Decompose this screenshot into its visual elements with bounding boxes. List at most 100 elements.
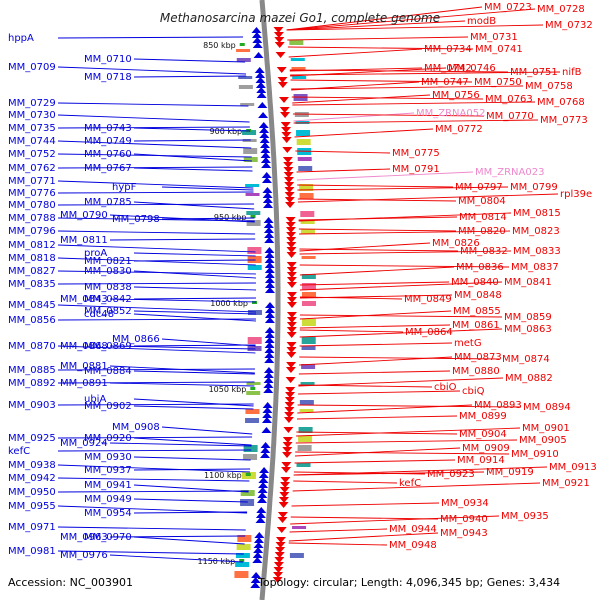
genome-summary: Topology: circular; Length: 4,096,345 bp… xyxy=(257,576,560,589)
gene-label: MM_0785 xyxy=(84,197,132,208)
reverse-gene-arrow xyxy=(258,122,269,128)
gene-label: MM_0949 xyxy=(84,494,132,505)
gene-label: MM_0818 xyxy=(8,253,56,264)
label-leader xyxy=(296,168,391,173)
label-leader xyxy=(133,286,256,291)
forward-gene-arrow xyxy=(278,502,289,508)
feature-band xyxy=(237,535,252,542)
forward-gene-arrow xyxy=(286,242,297,248)
feature-band xyxy=(289,553,304,558)
gene-label: MM_0752 xyxy=(8,149,56,160)
label-leader xyxy=(57,244,256,253)
label-leader xyxy=(291,85,524,90)
gene-label: MM_0905 xyxy=(519,435,567,446)
label-leader xyxy=(57,36,244,39)
gene-label: MM_0823 xyxy=(512,226,560,237)
label-leader xyxy=(297,193,559,203)
scale-tick-label: 950 kbp xyxy=(214,213,247,222)
label-leader xyxy=(294,447,461,457)
gene-label: MM_0908 xyxy=(112,422,160,433)
forward-gene-arrow xyxy=(280,477,291,483)
forward-gene-arrow xyxy=(285,387,296,393)
forward-gene-arrow xyxy=(281,132,292,138)
label-leader xyxy=(57,526,246,531)
forward-gene-arrow xyxy=(284,407,295,413)
reverse-gene-arrow xyxy=(264,237,275,243)
gene-label: MM_0950 xyxy=(8,487,56,498)
label-leader xyxy=(299,310,452,320)
gene-label: MM_0790 xyxy=(60,210,108,221)
reverse-gene-arrow xyxy=(260,157,271,163)
gene-label: MM_0902 xyxy=(84,401,132,412)
label-leader xyxy=(299,324,451,329)
forward-gene-arrow xyxy=(286,327,297,333)
label-leader xyxy=(57,102,249,107)
gene-label: MM_0826 xyxy=(432,238,480,249)
reverse-gene-arrow xyxy=(264,357,275,363)
feature-band xyxy=(290,58,305,61)
forward-gene-arrow xyxy=(286,232,297,238)
gene-label: MM_0852 xyxy=(84,306,132,317)
reverse-gene-arrow xyxy=(258,482,269,488)
gene-label: MM_0741 xyxy=(475,44,523,55)
forward-gene-arrow xyxy=(279,107,290,113)
reverse-gene-arrow xyxy=(259,127,270,133)
reverse-gene-arrow xyxy=(264,282,275,288)
label-leader xyxy=(298,228,457,232)
forward-gene-arrow xyxy=(286,362,297,368)
gene-label: MM_0796 xyxy=(8,226,56,237)
label-leader xyxy=(295,439,518,444)
forward-gene-arrow xyxy=(283,177,294,183)
label-leader xyxy=(57,381,255,384)
gene-label: MM_0835 xyxy=(8,279,56,290)
label-leader xyxy=(57,66,247,75)
reverse-gene-arrow xyxy=(262,407,273,413)
reverse-gene-arrow xyxy=(257,102,268,108)
label-leader xyxy=(57,166,253,169)
reverse-gene-arrow xyxy=(260,447,271,453)
reverse-gene-arrow xyxy=(264,267,275,273)
feature-band xyxy=(300,220,315,224)
gene-label: MM_0845 xyxy=(8,300,56,311)
label-leader xyxy=(299,294,453,299)
reverse-gene-arrow xyxy=(250,577,261,583)
gene-label: MM_0981 xyxy=(8,546,56,557)
gene-label: MM_0709 xyxy=(8,62,56,73)
feature-band xyxy=(240,499,255,506)
scale-tick-mark xyxy=(246,129,252,132)
forward-gene-arrow xyxy=(275,537,286,543)
label-leader xyxy=(57,464,250,473)
gene-label: MM_0728 xyxy=(537,4,585,15)
label-leader xyxy=(133,297,257,300)
feature-band xyxy=(245,409,260,414)
reverse-gene-arrow xyxy=(261,162,272,168)
gene-label: metG xyxy=(454,338,482,349)
reverse-gene-arrow xyxy=(260,452,271,458)
forward-gene-arrow xyxy=(283,417,294,423)
label-leader xyxy=(287,36,469,41)
gene-label: MM_0920 xyxy=(84,433,132,444)
label-leader xyxy=(299,266,455,276)
label-leader xyxy=(297,404,522,408)
label-leader xyxy=(293,466,548,476)
label-leader xyxy=(57,140,252,149)
reverse-gene-arrow xyxy=(257,492,268,498)
label-leader xyxy=(288,48,423,58)
forward-gene-arrow xyxy=(286,347,297,353)
forward-gene-arrow xyxy=(282,147,293,153)
gene-label: MM_0882 xyxy=(505,373,553,384)
gene-label: MM_0880 xyxy=(452,366,500,377)
gene-label: MM_0811 xyxy=(60,235,108,246)
gene-label: MM_0771 xyxy=(8,176,56,187)
reverse-gene-arrow xyxy=(262,197,273,203)
gene-label: MM_0863 xyxy=(504,324,552,335)
label-leader xyxy=(109,345,256,350)
forward-gene-arrow xyxy=(281,462,292,468)
feature-band xyxy=(300,211,315,217)
label-leader xyxy=(57,282,256,285)
gene-label: MM_0925 xyxy=(8,433,56,444)
forward-gene-arrow xyxy=(275,52,286,58)
label-leader xyxy=(57,180,254,189)
gene-label: MM_0731 xyxy=(470,32,518,43)
